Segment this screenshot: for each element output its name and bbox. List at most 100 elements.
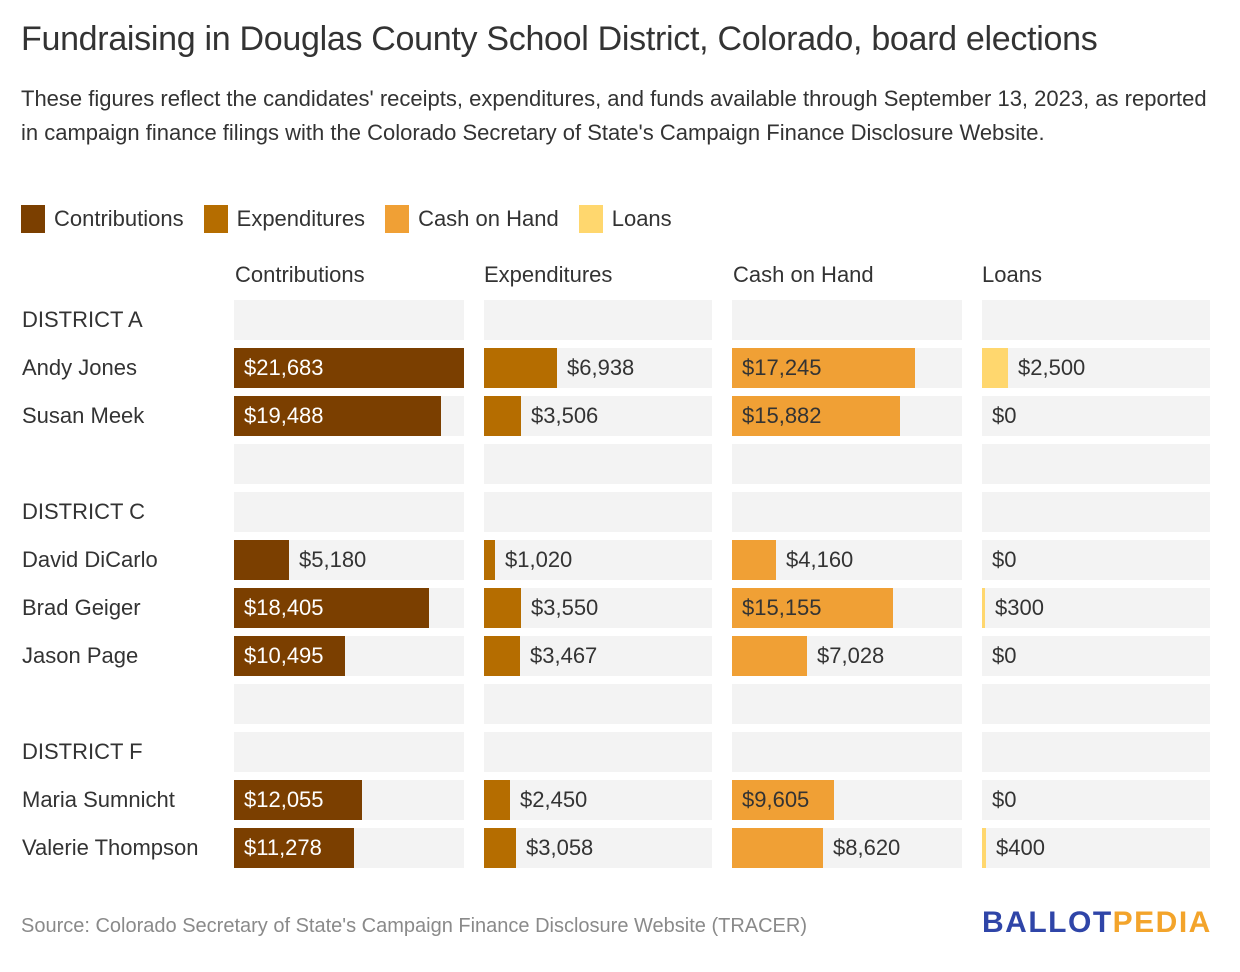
legend-swatch-loans — [578, 205, 603, 233]
data-label-expenditures: $3,058 — [526, 835, 594, 860]
cell-loans-brad-geiger: $300 — [982, 588, 1210, 628]
data-label-cash-on-hand: $17,245 — [742, 355, 822, 380]
cell-contributions-empty — [234, 444, 464, 484]
legend-item-loans: Loans — [578, 205, 672, 233]
cell-contributions-valerie-thompson: $11,278 — [234, 828, 464, 868]
cell-cash-on-hand-empty — [732, 300, 962, 340]
cell-contributions-empty — [234, 684, 464, 724]
cell-cash-on-hand-brad-geiger: $15,155 — [732, 588, 962, 628]
cell-loans-andy-jones: $2,500 — [982, 348, 1210, 388]
cell-expenditures-empty — [484, 300, 712, 340]
cell-expenditures-susan-meek: $3,506 — [484, 396, 712, 436]
legend-label: Cash on Hand — [418, 206, 559, 231]
legend-item-contributions: Contributions — [21, 205, 184, 233]
data-label-contributions: $5,180 — [299, 547, 367, 572]
district-label: DISTRICT F — [22, 739, 143, 764]
logo-part-pedia: PEDIA — [1112, 906, 1212, 939]
bar-expenditures — [484, 540, 495, 580]
cell-cash-on-hand-maria-sumnicht: $9,605 — [732, 780, 962, 820]
ballotpedia-logo: BALLOTPEDIA — [982, 906, 1212, 940]
data-label-loans: $300 — [995, 595, 1044, 620]
data-label-cash-on-hand: $9,605 — [742, 787, 810, 812]
cell-contributions-susan-meek: $19,488 — [234, 396, 464, 436]
data-label-expenditures: $3,467 — [530, 643, 598, 668]
cell-cash-on-hand-empty — [732, 492, 962, 532]
bar-contributions — [234, 540, 289, 580]
data-label-contributions: $10,495 — [244, 643, 324, 668]
cell-contributions-jason-page: $10,495 — [234, 636, 464, 676]
candidate-name: Susan Meek — [22, 403, 145, 428]
cell-loans-susan-meek: $0 — [982, 396, 1210, 436]
cell-loans-empty — [982, 492, 1210, 532]
data-label-contributions: $19,488 — [244, 403, 324, 428]
candidate-name: Jason Page — [22, 643, 139, 668]
cell-expenditures-maria-sumnicht: $2,450 — [484, 780, 712, 820]
bar-expenditures — [484, 636, 520, 676]
cell-loans-david-dicarlo: $0 — [982, 540, 1210, 580]
cell-cash-on-hand-david-dicarlo: $4,160 — [732, 540, 962, 580]
cell-cash-on-hand-empty — [732, 444, 962, 484]
cell-expenditures-jason-page: $3,467 — [484, 636, 712, 676]
data-label-loans: $0 — [992, 787, 1017, 812]
cell-expenditures-brad-geiger: $3,550 — [484, 588, 712, 628]
column-header-expenditures: Expenditures — [484, 262, 613, 287]
bar-contributions — [234, 588, 429, 628]
bar-contributions — [234, 780, 362, 820]
cell-expenditures-empty — [484, 492, 712, 532]
bar-cash-on-hand — [732, 540, 776, 580]
bar-cash-on-hand — [732, 780, 834, 820]
column-header-contributions: Contributions — [235, 262, 365, 287]
candidate-name: Brad Geiger — [22, 595, 141, 620]
chart-title: Fundraising in Douglas County School Dis… — [21, 20, 1098, 58]
data-label-cash-on-hand: $7,028 — [817, 643, 885, 668]
cell-contributions-empty — [234, 492, 464, 532]
cell-cash-on-hand-jason-page: $7,028 — [732, 636, 962, 676]
candidate-name: Valerie Thompson — [22, 835, 199, 860]
cell-loans-empty — [982, 684, 1210, 724]
cell-loans-valerie-thompson: $400 — [982, 828, 1210, 868]
bar-loans — [982, 828, 986, 868]
cell-contributions-andy-jones: $21,683 — [234, 348, 464, 388]
bar-cash-on-hand — [732, 348, 915, 388]
legend-item-expenditures: Expenditures — [203, 205, 366, 233]
data-label-expenditures: $1,020 — [505, 547, 573, 572]
cell-loans-maria-sumnicht: $0 — [982, 780, 1210, 820]
data-label-cash-on-hand: $8,620 — [833, 835, 901, 860]
legend-item-cash-on-hand: Cash on Hand — [385, 205, 559, 233]
candidate-name: Andy Jones — [22, 355, 137, 380]
data-label-loans: $400 — [996, 835, 1045, 860]
data-label-expenditures: $6,938 — [567, 355, 635, 380]
cell-contributions-empty — [234, 732, 464, 772]
bar-cash-on-hand — [732, 588, 893, 628]
legend-label: Loans — [611, 206, 672, 231]
cell-expenditures-valerie-thompson: $3,058 — [484, 828, 712, 868]
district-label: DISTRICT C — [22, 499, 146, 524]
data-label-contributions: $18,405 — [244, 595, 324, 620]
data-label-cash-on-hand: $4,160 — [786, 547, 854, 572]
bar-expenditures — [484, 828, 516, 868]
data-label-loans: $0 — [992, 643, 1017, 668]
data-label-expenditures: $3,506 — [531, 403, 599, 428]
cell-contributions-empty — [234, 300, 464, 340]
bar-expenditures — [484, 780, 510, 820]
bar-cash-on-hand — [732, 396, 900, 436]
legend: Contributions Expenditures Cash on Hand … — [21, 205, 692, 233]
legend-label: Expenditures — [236, 206, 366, 231]
cell-loans-jason-page: $0 — [982, 636, 1210, 676]
bar-contributions — [234, 636, 345, 676]
data-label-contributions: $21,683 — [244, 355, 324, 380]
data-label-loans: $2,500 — [1018, 355, 1086, 380]
cell-loans-empty — [982, 444, 1210, 484]
column-header-cash-on-hand: Cash on Hand — [733, 262, 874, 287]
cell-expenditures-empty — [484, 732, 712, 772]
legend-swatch-cash-on-hand — [385, 205, 410, 233]
cell-cash-on-hand-susan-meek: $15,882 — [732, 396, 962, 436]
data-label-contributions: $11,278 — [244, 835, 322, 860]
data-label-cash-on-hand: $15,155 — [742, 595, 822, 620]
bar-contributions — [234, 348, 464, 388]
bar-cash-on-hand — [732, 636, 807, 676]
bar-expenditures — [484, 588, 521, 628]
cell-expenditures-andy-jones: $6,938 — [484, 348, 712, 388]
district-label: DISTRICT A — [22, 307, 143, 332]
data-label-expenditures: $3,550 — [531, 595, 599, 620]
